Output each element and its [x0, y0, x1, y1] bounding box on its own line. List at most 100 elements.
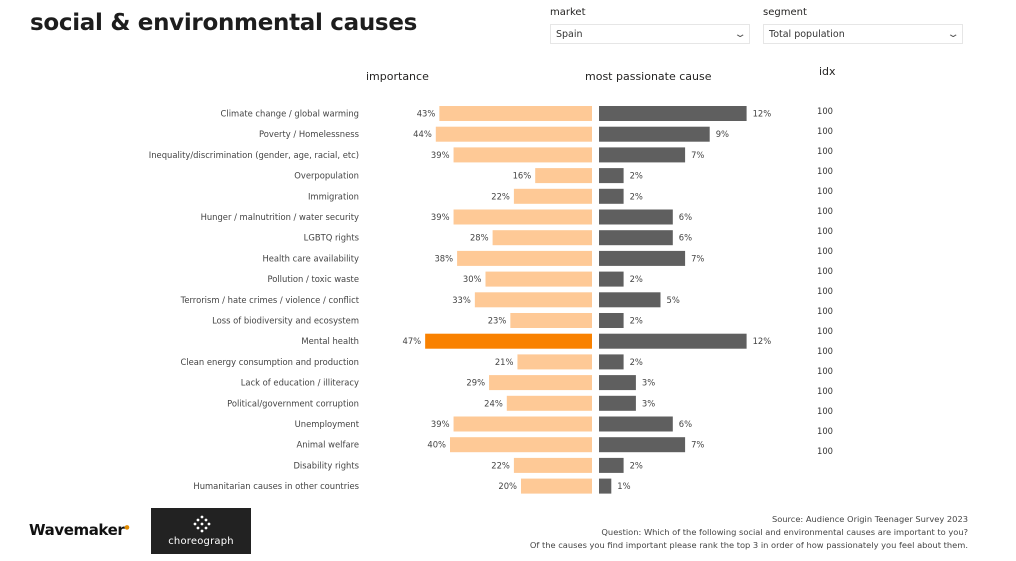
idx-value: 100	[817, 326, 833, 336]
importance-value-label: 47%	[403, 336, 422, 346]
importance-bar	[439, 106, 592, 121]
category-label: Overpopulation	[294, 171, 359, 181]
market-dropdown[interactable]: Spain ⌄	[550, 24, 750, 44]
importance-bar	[453, 147, 592, 163]
idx-value: 100	[817, 266, 833, 276]
importance-header: importance	[366, 70, 429, 83]
importance-value-label: 24%	[484, 398, 503, 408]
segment-slicer: segment Total population ⌄	[763, 7, 963, 44]
idx-value: 100	[817, 106, 833, 116]
importance-bar	[453, 209, 592, 225]
importance-value-label: 44%	[413, 129, 432, 139]
passion-value-label: 2%	[630, 316, 643, 326]
idx-value: 100	[817, 446, 833, 456]
importance-bar	[450, 437, 592, 453]
category-label: Terrorism / hate crimes / violence / con…	[180, 295, 360, 305]
category-label: Mental health	[301, 336, 359, 346]
segment-slicer-label: segment	[763, 7, 807, 18]
importance-bar	[474, 292, 592, 308]
category-label: Poverty / Homelessness	[259, 129, 359, 139]
importance-bar	[435, 126, 592, 142]
importance-bar	[457, 250, 592, 266]
choreograph-logo-text: choreograph	[168, 536, 234, 547]
idx-value: 100	[817, 126, 833, 136]
importance-bar	[489, 375, 592, 391]
passion-value-label: 7%	[691, 253, 704, 263]
idx-value: 100	[817, 286, 833, 296]
idx-value: 100	[817, 386, 833, 396]
passion-bar	[599, 147, 686, 163]
passion-bar	[599, 250, 686, 266]
passion-bar	[599, 354, 624, 370]
category-label: Unemployment	[295, 419, 360, 429]
idx-value: 100	[817, 186, 833, 196]
passion-bar	[599, 188, 624, 204]
choreograph-logo: choreograph	[151, 508, 251, 554]
passion-value-label: 1%	[617, 481, 630, 491]
idx-value: 100	[817, 166, 833, 176]
passion-value-label: 3%	[642, 398, 655, 408]
passion-bar	[599, 395, 636, 411]
importance-value-label: 38%	[434, 253, 453, 263]
category-label: Clean energy consumption and production	[180, 357, 359, 367]
idx-value: 100	[817, 206, 833, 216]
wavemaker-logo: Wavemaker●	[29, 521, 130, 539]
importance-bar	[521, 478, 592, 494]
importance-value-label: 21%	[495, 357, 514, 367]
passion-bar	[599, 333, 747, 349]
segment-dropdown-value: Total population	[769, 28, 845, 40]
passion-bar	[599, 292, 661, 308]
idx-value: 100	[817, 306, 833, 316]
passion-value-label: 12%	[753, 109, 772, 119]
passion-value-label: 2%	[630, 460, 643, 470]
importance-value-label: 39%	[431, 419, 450, 429]
segment-dropdown[interactable]: Total population ⌄	[763, 24, 963, 44]
importance-bar	[535, 168, 592, 184]
importance-value-label: 16%	[513, 171, 532, 181]
idx-header: idx	[819, 65, 836, 78]
passion-header: most passionate cause	[585, 70, 712, 83]
importance-value-label: 23%	[488, 316, 507, 326]
passion-value-label: 9%	[716, 129, 729, 139]
category-label: Hunger / malnutrition / water security	[201, 212, 359, 222]
category-label: Inequality/discrimination (gender, age, …	[149, 150, 359, 160]
idx-value: 100	[817, 226, 833, 236]
importance-bar	[513, 457, 592, 473]
chevron-down-icon: ⌄	[733, 28, 747, 40]
importance-bar	[485, 271, 592, 287]
idx-value: 100	[817, 346, 833, 356]
source-line-3: Of the causes you find important please …	[529, 540, 968, 550]
passion-value-label: 6%	[679, 212, 692, 222]
passion-bar	[599, 478, 612, 494]
passion-value-label: 5%	[667, 295, 680, 305]
passion-value-label: 7%	[691, 440, 704, 450]
chevron-down-icon: ⌄	[946, 28, 960, 40]
passion-bar	[599, 457, 624, 473]
importance-value-label: 22%	[491, 191, 510, 201]
importance-bar	[492, 230, 592, 246]
market-slicer: market Spain ⌄	[550, 7, 750, 44]
category-label: Humanitarian causes in other countries	[193, 481, 359, 491]
passion-bar	[599, 416, 673, 432]
choreograph-mark-icon	[193, 515, 211, 533]
importance-value-label: 22%	[491, 460, 510, 470]
importance-value-label: 30%	[463, 274, 482, 284]
importance-value-label: 33%	[452, 295, 471, 305]
passion-bar	[599, 271, 624, 287]
source-note: Source: Audience Origin Teenager Survey …	[530, 513, 968, 552]
importance-bar	[506, 395, 592, 411]
market-slicer-label: market	[550, 7, 586, 18]
passion-bar	[599, 106, 747, 121]
importance-value-label: 29%	[466, 378, 485, 388]
category-label: Climate change / global warming	[221, 109, 359, 119]
importance-bar	[513, 188, 592, 204]
importance-bar	[517, 354, 592, 370]
passion-bar	[599, 230, 673, 246]
page-title: social & environmental causes	[30, 10, 418, 36]
importance-value-label: 20%	[498, 481, 517, 491]
idx-value: 100	[817, 146, 833, 156]
idx-value: 100	[817, 406, 833, 416]
category-label: Immigration	[308, 191, 359, 201]
category-label: Animal welfare	[297, 440, 359, 450]
passion-bar	[599, 313, 624, 328]
